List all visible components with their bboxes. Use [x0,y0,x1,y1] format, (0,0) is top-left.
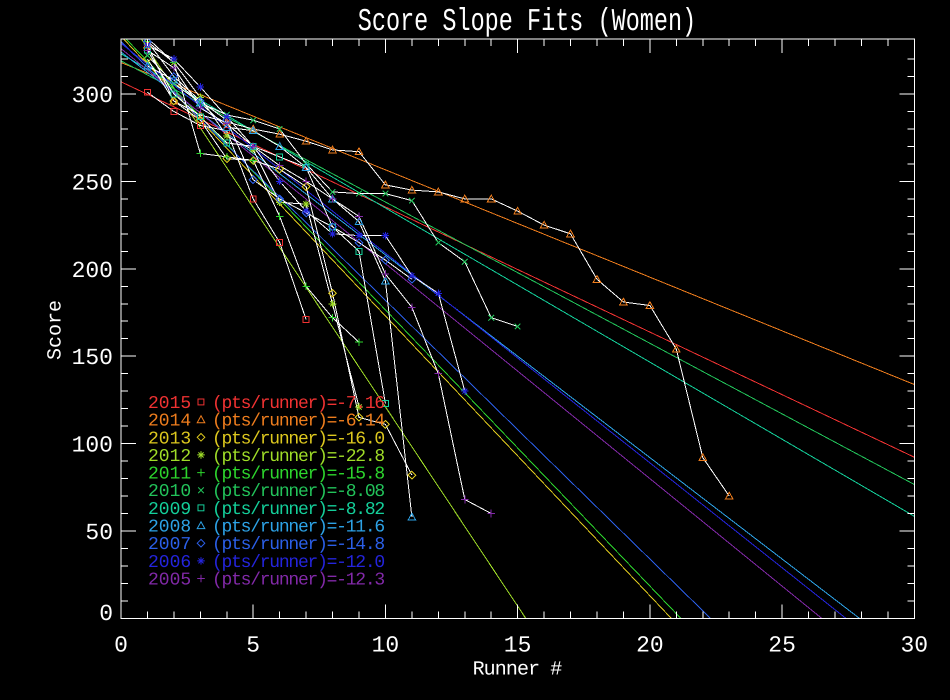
svg-text:10: 10 [372,633,400,659]
svg-text:2009: 2009 [148,500,191,520]
svg-text:2008: 2008 [148,518,191,538]
svg-text:0: 0 [99,601,113,627]
svg-text:2007: 2007 [148,535,191,555]
svg-text:(pts/runner)=-16.0: (pts/runner)=-16.0 [212,429,384,449]
svg-text:300: 300 [72,83,113,109]
svg-text:2013: 2013 [148,429,191,449]
svg-text:150: 150 [72,345,113,371]
svg-text:2011: 2011 [148,465,191,485]
svg-text:(pts/runner)=-15.8: (pts/runner)=-15.8 [212,465,384,485]
svg-text:(pts/runner)=-7.16: (pts/runner)=-7.16 [212,394,384,414]
svg-text:250: 250 [72,170,113,196]
svg-text:15: 15 [504,633,532,659]
svg-text:100: 100 [72,433,113,459]
svg-text:(pts/runner)=-12.3: (pts/runner)=-12.3 [212,571,384,591]
svg-text:2010: 2010 [148,482,191,502]
svg-text:2014: 2014 [148,412,191,432]
svg-text:50: 50 [85,520,113,546]
svg-text:0: 0 [114,633,128,659]
svg-text:(pts/runner)=-22.8: (pts/runner)=-22.8 [212,447,384,467]
svg-text:(pts/runner)=-11.6: (pts/runner)=-11.6 [212,518,384,538]
svg-text:(pts/runner)=-14.8: (pts/runner)=-14.8 [212,535,384,555]
svg-text:30: 30 [900,633,928,659]
svg-text:(pts/runner)=-8.08: (pts/runner)=-8.08 [212,482,384,502]
svg-text:25: 25 [768,633,796,659]
svg-text:(pts/runner)=-12.0: (pts/runner)=-12.0 [212,553,384,573]
svg-text:2005: 2005 [148,571,191,591]
svg-text:5: 5 [246,633,260,659]
svg-text:Runner #: Runner # [473,659,563,682]
svg-text:200: 200 [72,258,113,284]
svg-text:(pts/runner)=-8.82: (pts/runner)=-8.82 [212,500,384,520]
svg-text:2012: 2012 [148,447,191,467]
svg-text:Score Slope Fits (Women): Score Slope Fits (Women) [358,4,696,40]
svg-text:2006: 2006 [148,553,191,573]
svg-text:2015: 2015 [148,394,191,414]
svg-text:20: 20 [636,633,664,659]
svg-text:(pts/runner)=-6.14: (pts/runner)=-6.14 [212,412,384,432]
svg-text:Score: Score [45,300,68,360]
